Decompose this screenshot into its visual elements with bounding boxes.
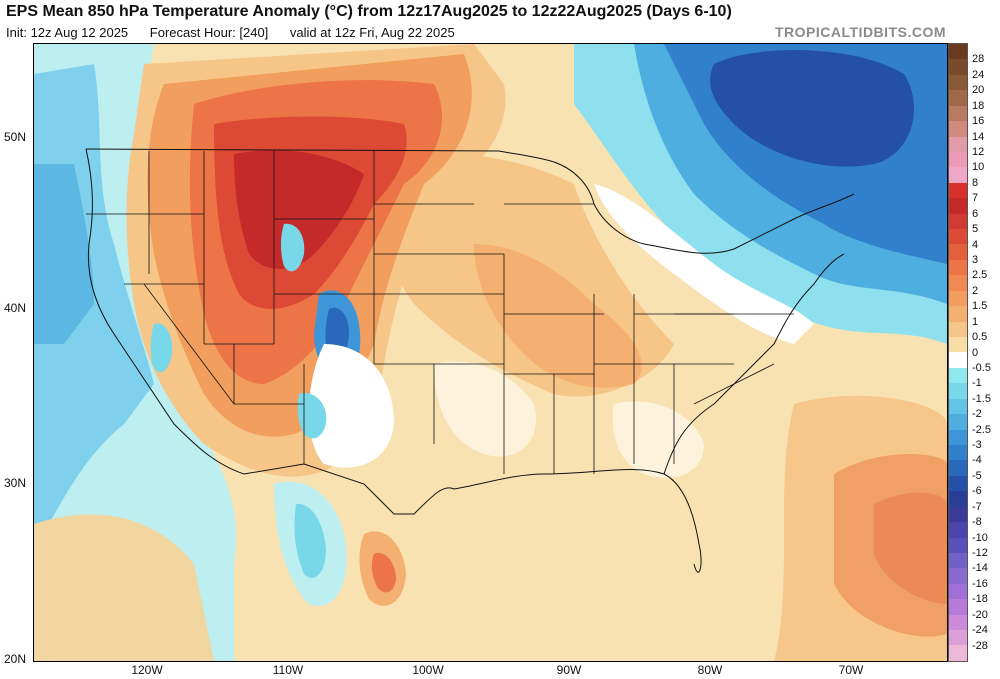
colorbar-label: 4	[972, 238, 979, 251]
colorbar-label: 12	[972, 145, 985, 158]
colorbar-cell	[949, 259, 967, 276]
colorbar-label: 1	[972, 315, 979, 328]
colorbar-cell	[949, 321, 967, 338]
colorbar-cell	[949, 552, 967, 569]
colorbar-label: 20	[972, 84, 985, 97]
colorbar-cell	[949, 645, 967, 661]
colorbar-cell	[949, 105, 967, 122]
lon-label-90w: 90W	[556, 663, 582, 677]
colorbar-cell	[949, 352, 967, 368]
colorbar-label: 1.5	[972, 300, 988, 313]
colorbar-cell	[949, 275, 967, 291]
colorbar-label: -28	[972, 639, 988, 652]
lat-label-50n: 50N	[4, 130, 27, 144]
colorbar-cell	[949, 630, 967, 646]
colorbar-cell	[949, 244, 967, 260]
colorbar-label: 14	[972, 130, 985, 143]
colorbar-label: -6	[972, 485, 982, 498]
colorbar-cell	[949, 182, 967, 199]
colorbar-cell	[949, 151, 967, 168]
colorbar-cell	[949, 367, 967, 384]
chart-subtitle: Init: 12z Aug 12 2025 Forecast Hour: [24…	[6, 25, 473, 40]
valid-time: valid at 12z Fri, Aug 22 2025	[289, 25, 455, 40]
colorbar-cell	[949, 136, 967, 152]
colorbar-label: -7	[972, 500, 982, 513]
colorbar-cell	[949, 568, 967, 584]
lon-label-110w: 110W	[272, 663, 304, 677]
colorbar-cell	[949, 213, 967, 230]
colorbar-label: -3	[972, 439, 982, 452]
lon-label-80w: 80W	[697, 663, 723, 677]
colorbar-cell	[949, 383, 967, 399]
colorbar-cell	[949, 522, 967, 538]
colorbar-label: 2	[972, 284, 979, 297]
colorbar-label: -2	[972, 408, 982, 421]
colorbar-cell	[949, 537, 967, 553]
colorbar-cell	[949, 414, 967, 430]
lat-label-20n: 20N	[4, 652, 27, 666]
colorbar-label: -20	[972, 608, 988, 621]
colorbar-cell	[949, 491, 967, 507]
colorbar-cell	[949, 599, 967, 615]
colorbar-label: -2.5	[972, 423, 991, 436]
colorbar-cell	[949, 429, 967, 445]
colorbar-cell	[949, 74, 967, 91]
map-canvas	[34, 44, 947, 661]
colorbar-label: -8	[972, 516, 982, 529]
colorbar-label: 7	[972, 192, 979, 205]
chart-title: EPS Mean 850 hPa Temperature Anomaly (°C…	[6, 3, 732, 20]
lon-label-70w: 70W	[838, 663, 864, 677]
colorbar-cell	[949, 398, 967, 415]
brand-watermark: TROPICALTIDBITS.COM	[774, 24, 946, 40]
colorbar-cell	[949, 90, 967, 106]
colorbar-cell	[949, 506, 967, 523]
colorbar-cell	[949, 229, 967, 245]
colorbar-cell	[949, 337, 967, 353]
anomaly-map	[33, 43, 948, 662]
colorbar-cell	[949, 444, 967, 461]
colorbar-cell	[949, 44, 967, 60]
colorbar	[948, 43, 968, 662]
colorbar-cell	[949, 460, 967, 476]
init-time: Init: 12z Aug 12 2025	[6, 25, 129, 40]
colorbar-label: 3	[972, 253, 979, 266]
colorbar-label: -24	[972, 624, 988, 637]
colorbar-label: 5	[972, 223, 979, 236]
colorbar-label: 10	[972, 161, 985, 174]
colorbar-label: -0.5	[972, 361, 991, 374]
colorbar-label: 2.5	[972, 269, 988, 282]
colorbar-label: 6	[972, 207, 979, 220]
colorbar-cell	[949, 475, 967, 492]
lat-label-30n: 30N	[4, 476, 27, 490]
colorbar-label: 28	[972, 53, 985, 66]
colorbar-label: -1	[972, 377, 982, 390]
colorbar-cell	[949, 198, 967, 214]
forecast-hour: Forecast Hour: [240]	[149, 25, 269, 40]
lon-label-100w: 100W	[412, 663, 444, 677]
colorbar-label: 24	[972, 68, 985, 81]
colorbar-label: -12	[972, 547, 988, 560]
colorbar-label: 18	[972, 99, 985, 112]
lon-label-120w: 120W	[131, 663, 163, 677]
colorbar-label: -5	[972, 469, 982, 482]
colorbar-label: -1.5	[972, 392, 991, 405]
colorbar-label: -10	[972, 531, 988, 544]
colorbar-label: 0.5	[972, 331, 988, 344]
lat-label-40n: 40N	[4, 301, 27, 315]
colorbar-label: 0	[972, 346, 979, 359]
colorbar-cell	[949, 614, 967, 631]
colorbar-label: -18	[972, 593, 988, 606]
colorbar-cell	[949, 290, 967, 307]
colorbar-label: -14	[972, 562, 988, 575]
colorbar-label: -4	[972, 454, 982, 467]
colorbar-label: 16	[972, 115, 985, 128]
colorbar-label: -16	[972, 577, 988, 590]
colorbar-label: 8	[972, 176, 979, 189]
colorbar-cell	[949, 121, 967, 137]
colorbar-cell	[949, 306, 967, 322]
colorbar-cell	[949, 583, 967, 600]
colorbar-cell	[949, 59, 967, 75]
colorbar-cell	[949, 167, 967, 183]
